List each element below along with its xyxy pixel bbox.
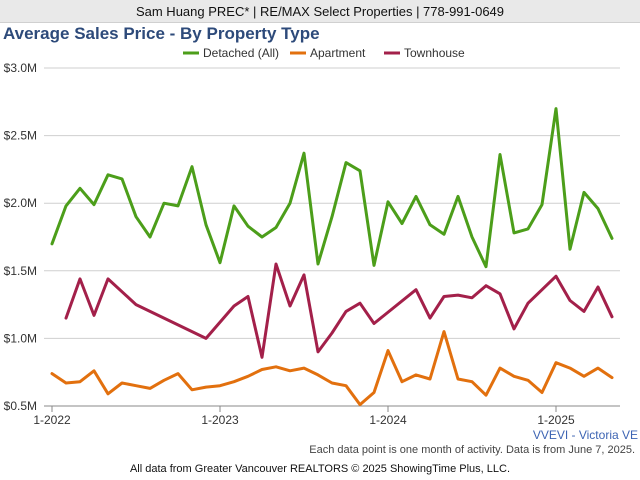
y-tick-label: $3.0M: [4, 61, 37, 75]
legend-label: Townhouse: [404, 46, 465, 60]
x-tick-label: 1-2025: [537, 413, 575, 427]
series-line-detached-all: [50, 107, 614, 269]
chart-title: Average Sales Price - By Property Type: [3, 24, 320, 43]
source-footer: All data from Greater Vancouver REALTORS…: [129, 463, 511, 475]
x-tick-label: 1-2024: [369, 413, 407, 427]
data-note: Each data point is one month of activity…: [309, 444, 635, 456]
x-tick-label: 1-2023: [201, 413, 239, 427]
agent-header-bar: Sam Huang PREC* | RE/MAX Select Properti…: [0, 0, 640, 23]
series-line-townhouse: [64, 262, 614, 359]
legend-label: Detached (All): [203, 46, 279, 60]
y-tick-label: $2.5M: [4, 129, 37, 143]
region-label: VVEVI - Victoria VE: [532, 428, 638, 442]
legend-label: Apartment: [310, 46, 366, 60]
y-tick-label: $1.0M: [4, 331, 37, 345]
series-line-apartment: [50, 330, 614, 407]
x-tick-label: 1-2022: [33, 413, 71, 427]
agent-line: Sam Huang PREC* | RE/MAX Select Properti…: [135, 3, 505, 19]
y-tick-label: $2.0M: [4, 196, 37, 210]
y-tick-label: $0.5M: [4, 399, 37, 413]
y-tick-label: $1.5M: [4, 264, 37, 278]
